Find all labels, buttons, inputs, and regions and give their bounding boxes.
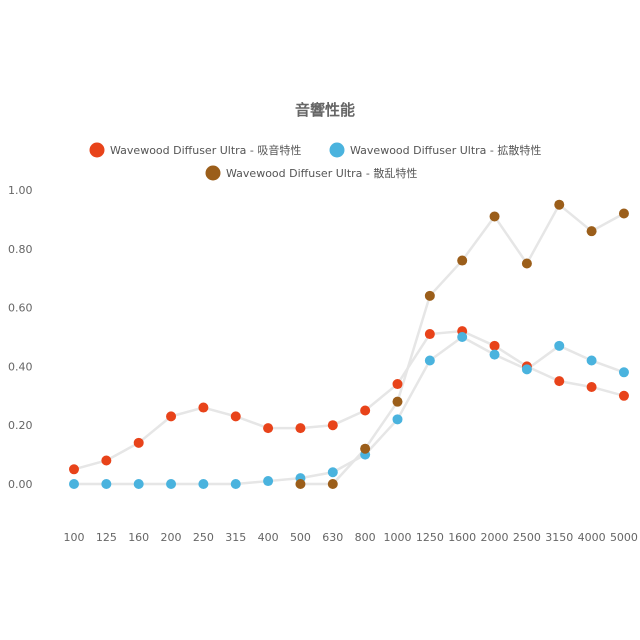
- data-point-scattering[interactable]: [295, 479, 306, 489]
- x-tick-label: 250: [193, 531, 214, 544]
- data-point-absorption[interactable]: [101, 455, 112, 466]
- y-axis: 0.00 0.20 0.40 0.60 0.80 1.00: [8, 184, 33, 491]
- y-tick-label: 0.20: [8, 419, 33, 432]
- data-point-absorption[interactable]: [424, 329, 435, 340]
- x-tick-label: 125: [96, 531, 117, 544]
- chart-title: 音響性能: [295, 101, 355, 119]
- data-point-scattering[interactable]: [327, 479, 338, 489]
- x-axis: 100 125 160 200 250 315 400 500 630 800 1000 1250 16…: [64, 531, 638, 544]
- legend-label-diffusion: Wavewood Diffuser Ultra - 拡散特性: [350, 143, 541, 157]
- data-point-scattering[interactable]: [424, 290, 435, 301]
- data-point-diffusion[interactable]: [327, 467, 338, 478]
- data-point-diffusion[interactable]: [489, 349, 500, 360]
- legend-marker-absorption: [89, 142, 105, 158]
- data-point-absorption[interactable]: [69, 464, 79, 475]
- data-point-diffusion[interactable]: [263, 476, 274, 487]
- x-tick-label: 1250: [416, 531, 444, 544]
- x-tick-label: 2500: [513, 531, 541, 544]
- data-point-scattering[interactable]: [554, 199, 565, 210]
- x-tick-label: 1600: [448, 531, 476, 544]
- legend-marker-scattering: [205, 165, 221, 181]
- x-tick-label: 3150: [545, 531, 573, 544]
- data-point-absorption[interactable]: [360, 405, 371, 416]
- data-point-absorption[interactable]: [295, 423, 306, 434]
- data-point-absorption[interactable]: [166, 411, 177, 422]
- series-points: [69, 199, 629, 489]
- data-point-absorption[interactable]: [392, 379, 403, 390]
- y-tick-label: 0.00: [8, 478, 33, 491]
- data-point-diffusion[interactable]: [392, 414, 403, 425]
- x-tick-label: 160: [128, 531, 149, 544]
- data-point-absorption[interactable]: [327, 420, 338, 431]
- x-tick-label: 800: [355, 531, 376, 544]
- data-point-diffusion[interactable]: [101, 479, 112, 489]
- legend-marker-diffusion: [329, 142, 345, 158]
- data-point-scattering[interactable]: [586, 226, 597, 237]
- data-point-absorption[interactable]: [133, 437, 144, 448]
- legend-item-scattering[interactable]: Wavewood Diffuser Ultra - 散乱特性: [205, 165, 418, 181]
- x-tick-label: 1000: [384, 531, 412, 544]
- series-line-absorption: [73, 329, 625, 471]
- data-point-diffusion[interactable]: [69, 479, 79, 489]
- data-point-scattering[interactable]: [489, 211, 500, 222]
- y-tick-label: 0.40: [8, 360, 33, 373]
- y-tick-label: 0.60: [8, 302, 33, 315]
- data-point-absorption[interactable]: [554, 376, 565, 387]
- legend-label-scattering: Wavewood Diffuser Ultra - 散乱特性: [226, 166, 417, 180]
- data-point-absorption[interactable]: [263, 423, 274, 434]
- x-tick-label: 2000: [481, 531, 509, 544]
- x-tick-label: 200: [161, 531, 182, 544]
- x-tick-label: 315: [225, 531, 246, 544]
- x-tick-label: 5000: [610, 531, 638, 544]
- data-point-scattering[interactable]: [521, 258, 532, 269]
- data-point-scattering[interactable]: [360, 443, 371, 454]
- y-tick-label: 1.00: [8, 184, 33, 197]
- x-tick-label: 400: [258, 531, 279, 544]
- data-point-absorption[interactable]: [586, 381, 597, 392]
- legend-item-absorption[interactable]: Wavewood Diffuser Ultra - 吸音特性: [89, 142, 302, 158]
- series-lines: [73, 203, 625, 486]
- legend-item-diffusion[interactable]: Wavewood Diffuser Ultra - 拡散特性: [329, 142, 542, 158]
- data-point-diffusion[interactable]: [457, 332, 468, 342]
- data-point-diffusion[interactable]: [166, 479, 177, 489]
- data-point-diffusion[interactable]: [554, 340, 565, 351]
- y-tick-label: 0.80: [8, 243, 33, 256]
- data-point-diffusion[interactable]: [133, 479, 144, 489]
- legend: Wavewood Diffuser Ultra - 吸音特性 Wavewood …: [89, 142, 542, 181]
- data-point-scattering[interactable]: [392, 396, 403, 407]
- data-point-scattering[interactable]: [457, 255, 468, 266]
- data-point-diffusion[interactable]: [198, 479, 209, 489]
- data-point-diffusion[interactable]: [230, 479, 241, 489]
- x-tick-label: 630: [322, 531, 343, 544]
- data-point-absorption[interactable]: [198, 402, 209, 413]
- data-point-diffusion[interactable]: [618, 367, 629, 378]
- x-tick-label: 500: [290, 531, 311, 544]
- data-point-diffusion[interactable]: [586, 355, 597, 366]
- data-point-absorption[interactable]: [489, 340, 500, 351]
- series-line-scattering: [300, 203, 625, 486]
- x-tick-label: 4000: [578, 531, 606, 544]
- x-tick-label: 100: [64, 531, 85, 544]
- data-point-absorption[interactable]: [230, 411, 241, 422]
- data-point-diffusion[interactable]: [424, 355, 435, 366]
- data-point-diffusion[interactable]: [521, 364, 532, 375]
- data-point-scattering[interactable]: [618, 208, 629, 219]
- legend-label-absorption: Wavewood Diffuser Ultra - 吸音特性: [110, 143, 301, 157]
- series-line-diffusion: [74, 335, 625, 486]
- data-point-absorption[interactable]: [618, 390, 629, 401]
